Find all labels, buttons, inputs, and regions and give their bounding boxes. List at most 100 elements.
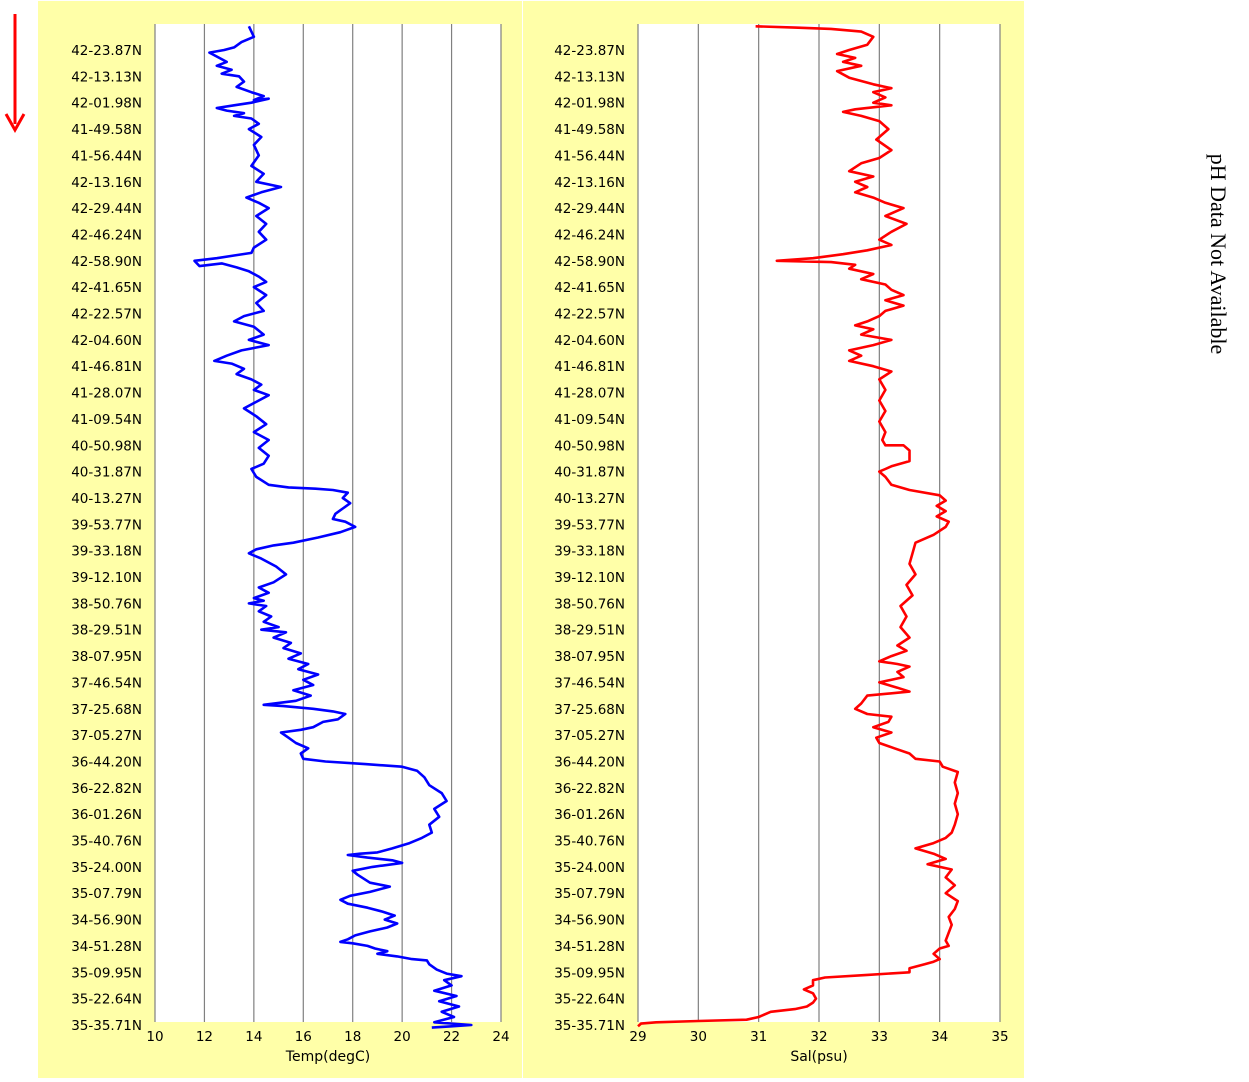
salinity-y-tick-label: 41-46.81N [554, 359, 625, 375]
temperature-y-tick-label: 40-31.87N [71, 465, 142, 481]
salinity-y-tick-label: 35-07.79N [554, 886, 625, 902]
salinity-y-tick-label: 39-33.18N [554, 544, 625, 560]
temperature-x-axis-title: Temp(degC) [285, 1049, 370, 1065]
salinity-chart: 42-23.87N 42-13.13N 42-01.98N 41-49.58N 41-5… [554, 24, 1009, 1065]
salinity-x-tick-label: 31 [750, 1029, 767, 1045]
temperature-y-tick-label: 41-49.58N [71, 122, 142, 138]
temperature-y-tick-label: 36-01.26N [71, 807, 142, 823]
temperature-y-tick-label: 41-09.54N [71, 412, 142, 428]
salinity-y-tick-label: 42-01.98N [554, 96, 625, 112]
temperature-y-tick-label: 35-24.00N [71, 860, 142, 876]
temperature-y-tick-label: 34-56.90N [71, 913, 142, 929]
temperature-y-tick-label: 35-40.76N [71, 834, 142, 850]
salinity-y-tick-label: 35-22.64N [554, 992, 625, 1008]
salinity-y-tick-label: 42-13.13N [554, 69, 625, 85]
temperature-y-tick-label: 38-29.51N [71, 623, 142, 639]
temperature-y-tick-label: 42-46.24N [71, 227, 142, 243]
temperature-x-tick-label: 22 [443, 1029, 460, 1045]
salinity-y-tick-label: 38-50.76N [554, 596, 625, 612]
temperature-y-tick-label: 37-05.27N [71, 728, 142, 744]
temperature-y-tick-label: 42-13.13N [71, 69, 142, 85]
temperature-y-tick-label: 35-07.79N [71, 886, 142, 902]
temperature-y-tick-label: 35-09.95N [71, 965, 142, 981]
temperature-x-tick-label: 18 [344, 1029, 361, 1045]
salinity-y-tick-label: 42-46.24N [554, 227, 625, 243]
salinity-y-tick-label: 36-44.20N [554, 754, 625, 770]
salinity-y-tick-label: 37-46.54N [554, 675, 625, 691]
salinity-y-tick-label: 41-09.54N [554, 412, 625, 428]
temperature-y-tick-label: 40-13.27N [71, 491, 142, 507]
temperature-y-tick-label: 41-56.44N [71, 148, 142, 164]
salinity-y-tick-label: 36-01.26N [554, 807, 625, 823]
salinity-y-tick-label: 40-31.87N [554, 465, 625, 481]
temperature-y-tick-label: 38-50.76N [71, 596, 142, 612]
temperature-y-tick-label: 41-28.07N [71, 386, 142, 402]
salinity-y-tick-label: 35-24.00N [554, 860, 625, 876]
temperature-y-tick-label: 42-01.98N [71, 96, 142, 112]
temperature-y-tick-label: 42-41.65N [71, 280, 142, 296]
salinity-y-tick-label: 40-13.27N [554, 491, 625, 507]
temperature-series-line [193, 25, 473, 1029]
temperature-y-tick-label: 42-23.87N [71, 43, 142, 59]
salinity-y-tick-label: 38-29.51N [554, 623, 625, 639]
salinity-y-tick-label: 39-12.10N [554, 570, 625, 586]
salinity-x-axis-title: Sal(psu) [790, 1049, 847, 1065]
temperature-y-tick-label: 34-51.28N [71, 939, 142, 955]
temperature-y-tick-label: 39-53.77N [71, 517, 142, 533]
temperature-y-tick-label: 42-04.60N [71, 333, 142, 349]
temperature-y-tick-label: 42-22.57N [71, 307, 142, 323]
temperature-x-tick-label: 16 [295, 1029, 312, 1045]
salinity-y-tick-label: 41-28.07N [554, 386, 625, 402]
salinity-series-line [637, 25, 960, 1028]
salinity-x-tick-label: 29 [629, 1029, 646, 1045]
salinity-y-tick-label: 40-50.98N [554, 438, 625, 454]
salinity-y-tick-label: 37-05.27N [554, 728, 625, 744]
salinity-y-tick-label: 42-23.87N [554, 43, 625, 59]
salinity-y-tick-label: 35-09.95N [554, 965, 625, 981]
temperature-y-tick-label: 37-46.54N [71, 675, 142, 691]
salinity-y-tick-label: 34-56.90N [554, 913, 625, 929]
salinity-x-tick-label: 35 [991, 1029, 1008, 1045]
temperature-x-tick-label: 12 [196, 1029, 213, 1045]
salinity-y-tick-label: 42-29.44N [554, 201, 625, 217]
salinity-y-tick-label: 36-22.82N [554, 781, 625, 797]
salinity-y-tick-label: 42-41.65N [554, 280, 625, 296]
temperature-plot-area [155, 24, 501, 1022]
temperature-y-tick-label: 35-22.64N [71, 992, 142, 1008]
salinity-x-tick-label: 34 [931, 1029, 948, 1045]
temperature-x-tick-label: 14 [245, 1029, 262, 1045]
temperature-y-tick-label: 35-35.71N [71, 1018, 142, 1034]
salinity-y-tick-label: 41-49.58N [554, 122, 625, 138]
salinity-y-tick-label: 38-07.95N [554, 649, 625, 665]
salinity-y-tick-label: 35-35.71N [554, 1018, 625, 1034]
salinity-x-tick-label: 33 [871, 1029, 888, 1045]
temperature-y-tick-label: 37-25.68N [71, 702, 142, 718]
salinity-y-tick-label: 39-53.77N [554, 517, 625, 533]
temperature-chart: 42-23.87N 42-13.13N 42-01.98N 41-49.58N 41-5… [71, 24, 510, 1065]
salinity-y-tick-label: 42-58.90N [554, 254, 625, 270]
salinity-y-tick-label: 37-25.68N [554, 702, 625, 718]
temperature-y-tick-label: 42-13.16N [71, 175, 142, 191]
temperature-y-tick-label: 36-44.20N [71, 754, 142, 770]
salinity-y-tick-label: 42-04.60N [554, 333, 625, 349]
salinity-y-tick-label: 41-56.44N [554, 148, 625, 164]
temperature-y-tick-label: 40-50.98N [71, 438, 142, 454]
temperature-x-tick-label: 24 [492, 1029, 509, 1045]
salinity-y-tick-label: 34-51.28N [554, 939, 625, 955]
red-down-arrow-icon [4, 14, 26, 134]
salinity-y-tick-label: 42-13.16N [554, 175, 625, 191]
ph-unavailable-note: pH Data Not Available [1206, 154, 1231, 355]
salinity-y-tick-label: 35-40.76N [554, 834, 625, 850]
salinity-x-tick-label: 30 [690, 1029, 707, 1045]
temperature-y-tick-label: 42-29.44N [71, 201, 142, 217]
temperature-y-tick-label: 39-33.18N [71, 544, 142, 560]
salinity-x-tick-label: 32 [810, 1029, 827, 1045]
temperature-y-tick-label: 42-58.90N [71, 254, 142, 270]
temperature-y-tick-label: 41-46.81N [71, 359, 142, 375]
salinity-y-tick-label: 42-22.57N [554, 307, 625, 323]
temperature-y-tick-label: 39-12.10N [71, 570, 142, 586]
temperature-y-tick-label: 38-07.95N [71, 649, 142, 665]
temperature-x-tick-label: 20 [394, 1029, 411, 1045]
temperature-y-tick-label: 36-22.82N [71, 781, 142, 797]
